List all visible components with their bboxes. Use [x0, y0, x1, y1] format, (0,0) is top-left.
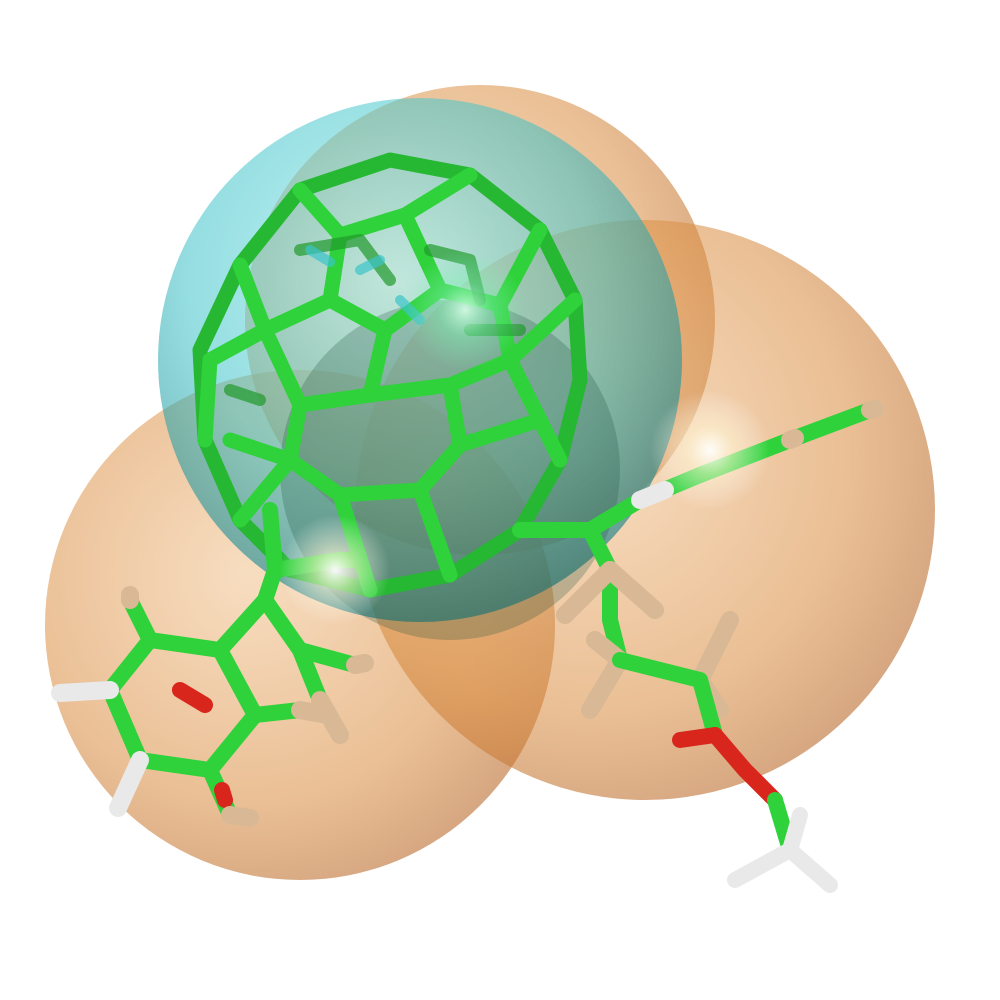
ester-group-icon	[612, 652, 838, 893]
fullerene-cage-icon	[192, 152, 588, 598]
phenyl-oxygen	[172, 682, 233, 808]
specular-highlights	[280, 250, 770, 625]
cyan-sphere-icon	[158, 98, 682, 622]
sphere-layer	[45, 85, 935, 880]
hydrogen-atoms	[51, 400, 884, 827]
